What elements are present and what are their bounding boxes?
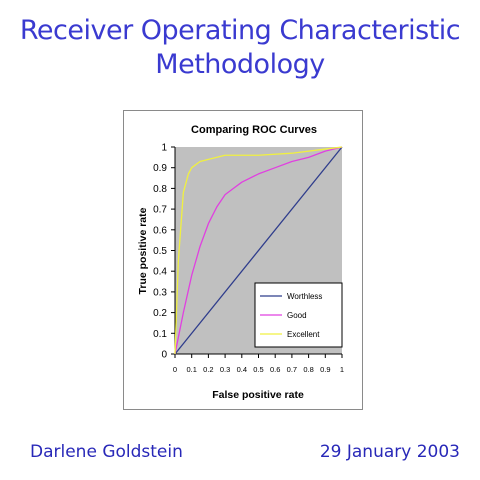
x-tick-label: 0.2 [203,365,213,374]
x-tick-label: 0.3 [220,365,230,374]
x-tick-label: 0.7 [287,365,297,374]
slide-title-line-1: Receiver Operating Characteristic [19,15,461,46]
series-line-worthless [174,146,343,355]
presentation-date: 29 January 2003 [319,442,460,462]
x-tick-label: 0.9 [320,365,330,374]
y-tick-label: 0.4 [153,267,167,278]
y-tick-label: 0.2 [153,308,167,319]
y-tick-group: 0 0.1 0.2 0.3 0.4 0.5 0.6 0.7 0.8 0.9 1 [153,143,175,361]
slide-title-line-2: Methodology [155,49,325,80]
x-tick-label: 0.5 [253,365,263,374]
y-tick-label: 1 [161,143,167,154]
x-tick-label: 0.4 [237,365,247,374]
x-tick-label: 0.6 [270,365,280,374]
y-tick-label: 0.1 [153,329,167,340]
x-axis-label: False positive rate [212,389,304,401]
legend-label-good: Good [287,311,307,320]
roc-chart: Comparing ROC Curves 0 0.1 0.2 0.3 0.4 0.5 0.6… [123,110,363,410]
y-tick-label: 0.8 [153,184,167,195]
legend-label-worthless: Worthless [287,292,322,301]
x-tick-label: 1 [340,365,344,374]
x-tick-label: 0 [173,365,177,374]
chart-title: Comparing ROC Curves [191,124,317,136]
slide-title: Receiver Operating Characteristic Method… [0,14,480,82]
x-tick-group: 0 0.1 0.2 0.3 0.4 0.5 0.6 0.7 0.8 0.9 1 [173,354,344,374]
y-tick-label: 0.3 [153,287,167,298]
roc-chart-svg: Comparing ROC Curves 0 0.1 0.2 0.3 0.4 0.5 0.6… [137,124,344,401]
series-line-good [174,146,343,355]
series-line-excellent [174,146,343,355]
series-lines [174,146,343,355]
x-tick-label: 0.8 [303,365,313,374]
x-tick-label: 0.1 [186,365,196,374]
y-tick-label: 0.9 [153,163,167,174]
y-tick-label: 0.7 [153,205,167,216]
y-axis-label: True positive rate [137,207,149,294]
legend-label-excellent: Excellent [287,330,320,339]
y-tick-label: 0.6 [153,225,167,236]
y-tick-label: 0.5 [153,246,167,257]
author-name: Darlene Goldstein [30,442,183,462]
y-tick-label: 0 [161,350,167,361]
legend: Worthless Good Excellent [254,282,343,348]
